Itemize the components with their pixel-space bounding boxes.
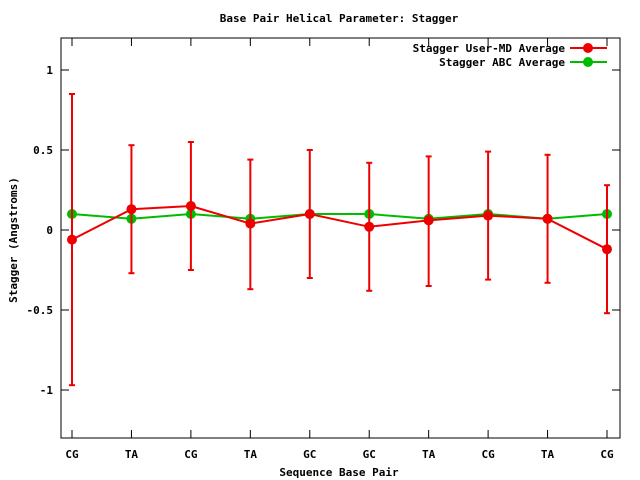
plot-frame bbox=[60, 37, 621, 439]
md-point bbox=[245, 218, 256, 229]
md-point bbox=[185, 201, 196, 211]
x-tick-label: CG bbox=[184, 448, 198, 461]
md-series-line bbox=[71, 204, 608, 251]
legend-md-label: Stagger User-MD Average bbox=[413, 42, 566, 55]
x-axis-label: Sequence Base Pair bbox=[279, 466, 399, 479]
x-tick-label: TA bbox=[244, 448, 258, 461]
md-point bbox=[126, 204, 137, 215]
y-tick-label: 0 bbox=[46, 224, 53, 237]
x-tick-label: TA bbox=[422, 448, 436, 461]
x-tick-label: TA bbox=[125, 448, 139, 461]
legend-abc-marker bbox=[583, 57, 593, 67]
md-point bbox=[364, 221, 375, 232]
md-point bbox=[423, 215, 434, 226]
x-tick-label: CG bbox=[600, 448, 614, 461]
x-tick-label: TA bbox=[541, 448, 555, 461]
chart-title: Base Pair Helical Parameter: Stagger bbox=[220, 12, 459, 25]
x-tick-label: GC bbox=[363, 448, 376, 461]
y-tick-label: 1 bbox=[46, 64, 53, 77]
legend-md-marker bbox=[583, 43, 593, 53]
y-tick-label: -1 bbox=[40, 384, 54, 397]
y-tick-label: -0.5 bbox=[27, 304, 54, 317]
md-point bbox=[304, 209, 315, 219]
legend-abc-label: Stagger ABC Average bbox=[439, 56, 565, 69]
x-tick-label: CG bbox=[481, 448, 495, 461]
md-point bbox=[602, 244, 612, 255]
md-point bbox=[542, 213, 553, 224]
x-tick-label: GC bbox=[303, 448, 316, 461]
x-tick-label: CG bbox=[65, 448, 79, 461]
y-tick-label: 0.5 bbox=[33, 144, 53, 157]
y-axis-label: Stagger (Angstroms) bbox=[7, 177, 20, 303]
md-point bbox=[67, 234, 77, 245]
md-point bbox=[483, 210, 494, 221]
